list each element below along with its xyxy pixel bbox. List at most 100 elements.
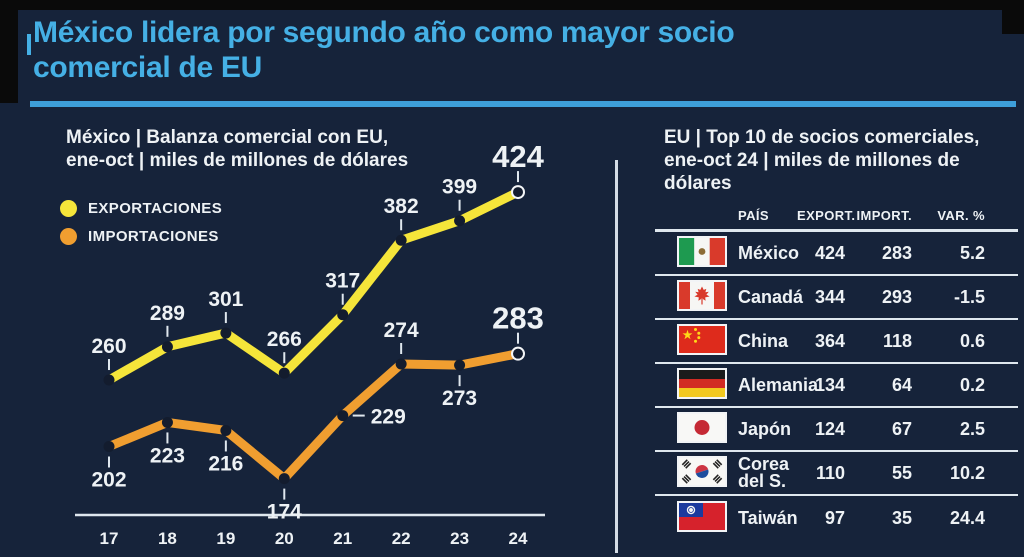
import-value: 67 bbox=[891, 418, 912, 439]
data-point bbox=[395, 234, 407, 246]
germany-flag-icon bbox=[677, 368, 727, 399]
data-point bbox=[161, 416, 173, 428]
import-value: 283 bbox=[881, 242, 912, 263]
mexico-flag-icon bbox=[677, 236, 727, 267]
country-name: Taiwán bbox=[738, 507, 798, 528]
page-title: México lidera por segundo año como mayor… bbox=[33, 15, 993, 85]
taiwan-flag-icon bbox=[677, 501, 727, 532]
data-point-label: 301 bbox=[208, 288, 243, 311]
flag-cell bbox=[655, 280, 733, 314]
importaciones-dot-icon bbox=[60, 227, 77, 245]
country-name: Alemania bbox=[738, 374, 819, 395]
table-row: China 364 118 0.6 bbox=[655, 320, 1018, 364]
data-point-label: 273 bbox=[442, 387, 477, 410]
column-import: IMPORT. bbox=[856, 208, 912, 223]
table-title-line1: EU | Top 10 de socios comerciales, bbox=[664, 127, 980, 148]
legend-label-exportaciones: EXPORTACIONES bbox=[88, 199, 223, 217]
chart-legend: EXPORTACIONES IMPORTACIONES bbox=[60, 194, 222, 250]
country-name: China bbox=[738, 330, 789, 351]
import-value: 293 bbox=[881, 286, 912, 307]
data-point-label: 283 bbox=[492, 301, 544, 336]
x-axis-label: 23 bbox=[450, 529, 469, 548]
column-var: VAR. % bbox=[937, 208, 985, 223]
x-axis-label: 17 bbox=[100, 529, 119, 548]
data-point bbox=[161, 341, 173, 353]
data-point bbox=[454, 359, 466, 371]
export-value: 364 bbox=[814, 330, 845, 351]
country-name: México bbox=[738, 242, 800, 263]
table-row: Alemania 134 64 0.2 bbox=[655, 364, 1018, 408]
data-point-label: 382 bbox=[384, 195, 419, 218]
table-row: México 424 283 5.2 bbox=[655, 232, 1018, 276]
south-korea-flag-icon bbox=[677, 456, 727, 487]
trade-balance-line-chart: 17 18 19 20 21 22 23 24 260 289 301 266 317 382 399 424… bbox=[75, 139, 545, 548]
table-row: Canadá 344 293 -1.5 bbox=[655, 276, 1018, 320]
data-point bbox=[103, 441, 115, 453]
data-point-label: 317 bbox=[325, 270, 360, 293]
chart-title-line1: México | Balanza comercial con EU, bbox=[66, 127, 389, 148]
x-axis-label: 20 bbox=[275, 529, 294, 548]
flag-cell bbox=[655, 324, 733, 358]
var-value: 0.2 bbox=[959, 374, 985, 395]
data-point-label: 266 bbox=[267, 328, 302, 351]
table-row: Japón 124 67 2.5 bbox=[655, 408, 1018, 452]
china-flag-icon bbox=[677, 324, 727, 355]
left-frame-bar bbox=[0, 0, 18, 103]
data-point bbox=[220, 327, 232, 339]
x-axis-label: 22 bbox=[392, 529, 411, 548]
chart-title-line2: ene-oct | miles de millones de dólares bbox=[66, 150, 409, 171]
import-value: 35 bbox=[891, 507, 912, 528]
country-name: Japón bbox=[738, 418, 792, 439]
flag-cell bbox=[655, 236, 733, 270]
top-frame-bar bbox=[0, 0, 1024, 10]
flag-cell bbox=[655, 501, 733, 535]
page-title-line2: comercial de EU bbox=[33, 51, 262, 84]
data-point bbox=[511, 185, 526, 200]
canada-flag-icon bbox=[677, 280, 727, 311]
x-axis-label: 21 bbox=[333, 529, 352, 548]
flag-cell bbox=[655, 456, 733, 490]
data-point-label: 223 bbox=[150, 444, 185, 467]
title-underline bbox=[30, 101, 1016, 107]
data-point-label: 174 bbox=[267, 501, 302, 524]
export-value: 124 bbox=[814, 418, 845, 439]
data-point-label: 289 bbox=[150, 302, 185, 325]
column-export: EXPORT. bbox=[797, 208, 856, 223]
table-row: Taiwán 97 35 24.4 bbox=[655, 496, 1018, 540]
data-point-label: 202 bbox=[91, 469, 126, 492]
data-point-label: 260 bbox=[91, 335, 126, 358]
x-axis-label: 24 bbox=[509, 529, 528, 548]
flag-cell bbox=[655, 412, 733, 446]
right-frame-bar bbox=[1002, 0, 1024, 34]
chart-title: México | Balanza comercial con EU, ene-o… bbox=[66, 126, 408, 172]
data-point bbox=[337, 309, 349, 321]
japan-flag-icon bbox=[677, 412, 727, 443]
data-point-label: 424 bbox=[492, 139, 544, 174]
x-axis-label: 18 bbox=[158, 529, 177, 548]
legend-label-importaciones: IMPORTACIONES bbox=[88, 227, 219, 245]
data-point-label: 399 bbox=[442, 176, 477, 199]
country-name: Corea del S. bbox=[738, 454, 790, 491]
exportaciones-dot-icon bbox=[60, 199, 77, 217]
var-value: -1.5 bbox=[953, 286, 985, 307]
var-value: 24.4 bbox=[949, 507, 985, 528]
import-value: 64 bbox=[891, 374, 912, 395]
importaciones-line bbox=[104, 349, 523, 484]
var-value: 2.5 bbox=[959, 418, 985, 439]
var-value: 0.6 bbox=[959, 330, 985, 351]
data-point bbox=[511, 346, 526, 361]
page-title-line1: México lidera por segundo año como mayor… bbox=[33, 16, 735, 49]
partners-table-body: México 424 283 5.2 Canadá 344 293 -1.5 China 364 1… bbox=[655, 232, 1018, 540]
legend-item-importaciones: IMPORTACIONES bbox=[60, 222, 222, 250]
export-value: 110 bbox=[815, 462, 845, 483]
flag-cell bbox=[655, 368, 733, 402]
data-point bbox=[395, 358, 407, 370]
export-value: 134 bbox=[814, 374, 845, 395]
title-accent-bar bbox=[27, 34, 31, 55]
table-title-line2: ene-oct 24 | miles de millones de dólare… bbox=[664, 150, 960, 194]
var-value: 10.2 bbox=[949, 462, 985, 483]
data-point bbox=[454, 215, 466, 227]
import-value: 55 bbox=[891, 462, 912, 483]
data-point-label: 216 bbox=[208, 452, 243, 475]
